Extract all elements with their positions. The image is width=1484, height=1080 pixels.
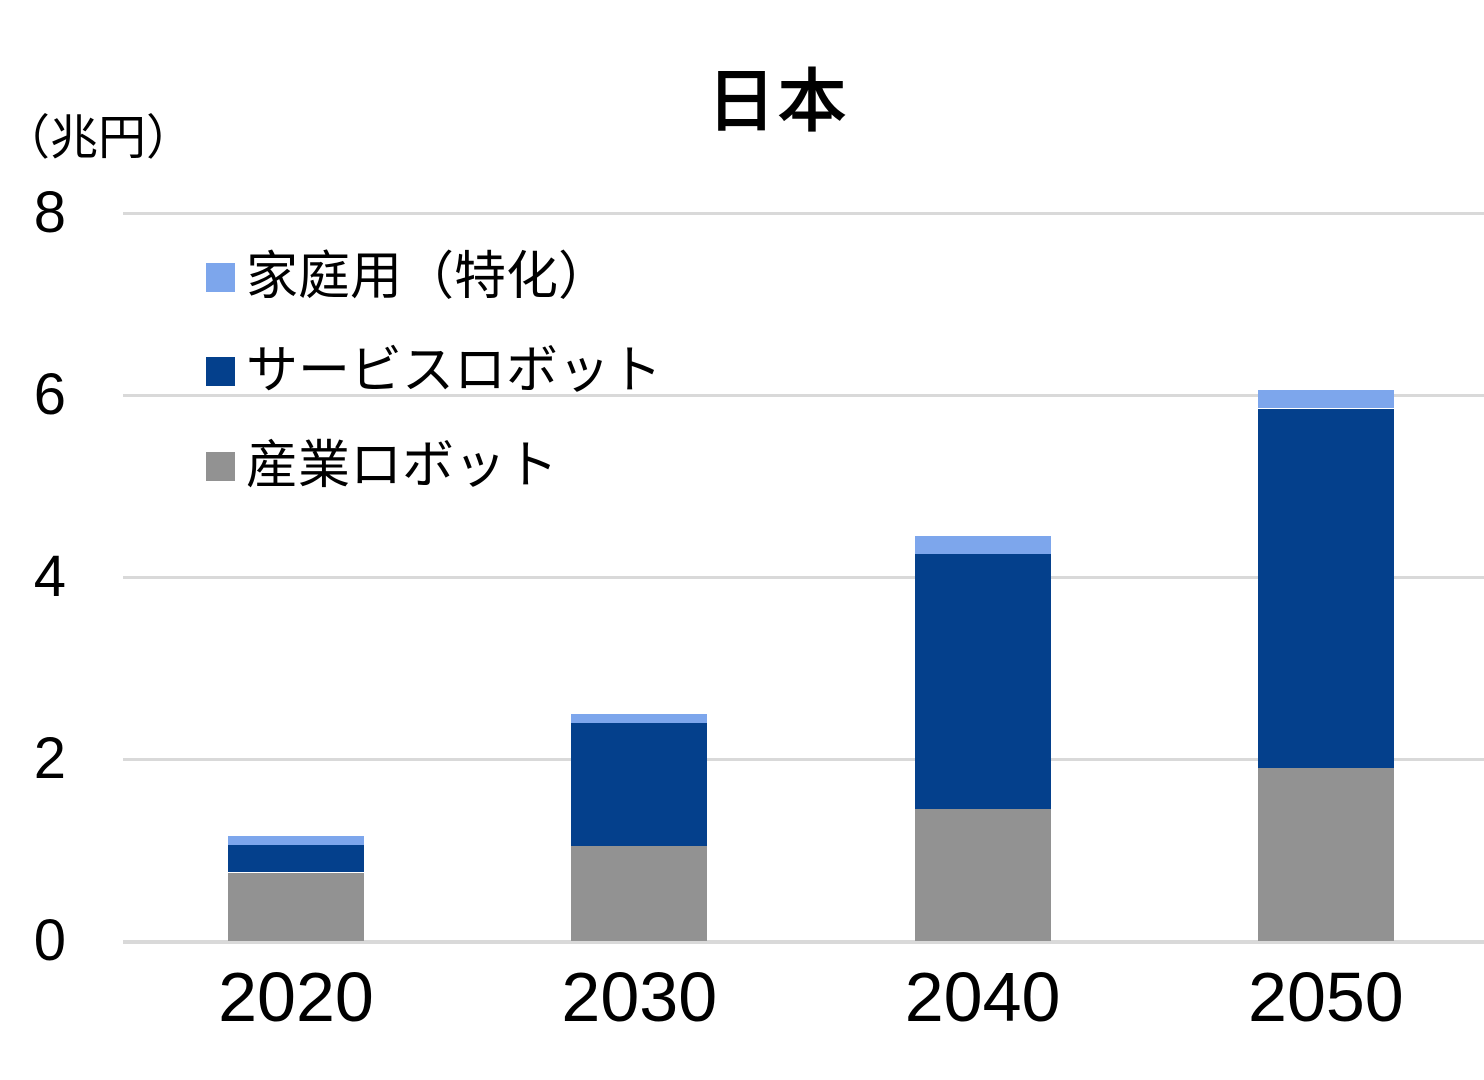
y-tick-label: 0: [33, 908, 66, 973]
x-tick-label: 2050: [1248, 958, 1404, 1036]
bar-segment-2040-s0: [915, 809, 1051, 941]
bar-segment-2030-s2: [571, 714, 707, 723]
chart-title: 日本: [707, 64, 849, 140]
y-tick-label: 2: [33, 726, 66, 791]
bar-segment-2030-s0: [571, 845, 707, 941]
legend-swatch-icon: [206, 262, 235, 292]
gridline-y6: [123, 394, 1484, 397]
x-tick-label: 2030: [561, 958, 718, 1036]
legend-item: 産業ロボット: [206, 435, 558, 497]
y-tick-label: 6: [33, 362, 66, 427]
y-axis-unit-label: （兆円）: [2, 112, 195, 165]
bar-segment-2040-s1: [915, 554, 1051, 809]
legend-swatch-icon: [206, 451, 235, 481]
bar-segment-2050-s2: [1258, 390, 1394, 408]
gridline-y2: [123, 758, 1484, 761]
gridline-y4: [123, 576, 1484, 579]
bar-segment-2020-s1: [228, 845, 364, 872]
legend-label: 産業ロボット: [246, 437, 559, 495]
y-tick-label: 8: [33, 180, 66, 245]
legend-label: 家庭用（特化）: [246, 248, 611, 306]
legend-swatch-icon: [206, 356, 235, 386]
x-tick-label: 2040: [904, 958, 1061, 1036]
gridline-y8: [123, 212, 1484, 215]
bar-segment-2050-s0: [1258, 768, 1394, 941]
legend-label: サービスロボット: [246, 342, 663, 400]
bar-segment-2030-s1: [571, 723, 707, 846]
bar-segment-2020-s0: [228, 873, 364, 941]
legend-item: 家庭用（特化）: [206, 246, 610, 308]
gridline-y0: [123, 940, 1484, 944]
bar-segment-2050-s1: [1258, 409, 1394, 768]
x-tick-label: 2020: [218, 958, 374, 1036]
y-tick-label: 4: [33, 544, 66, 609]
bar-segment-2020-s2: [228, 836, 364, 845]
legend-item: サービスロボット: [206, 340, 662, 402]
bar-segment-2040-s2: [915, 536, 1051, 554]
